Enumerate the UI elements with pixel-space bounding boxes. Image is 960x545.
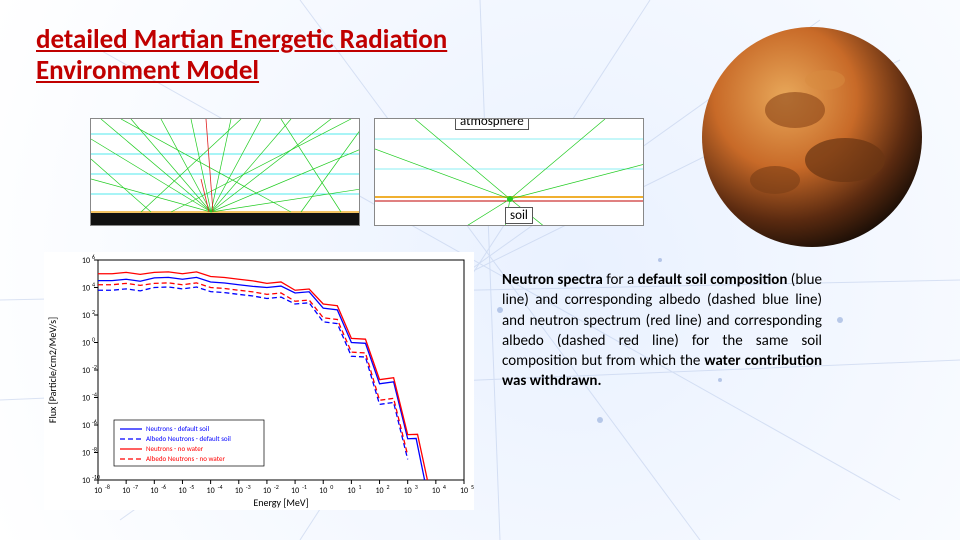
svg-text:10: 10 xyxy=(82,284,90,294)
mars-planet-image xyxy=(695,20,930,255)
svg-text:-6: -6 xyxy=(161,483,166,491)
svg-text:-4: -4 xyxy=(218,483,223,491)
svg-text:10: 10 xyxy=(319,486,327,496)
svg-text:2: 2 xyxy=(387,483,390,491)
svg-text:10: 10 xyxy=(150,486,158,496)
figure-caption: Neutron spectra for a default soil compo… xyxy=(502,270,822,392)
svg-text:10: 10 xyxy=(82,339,90,349)
svg-text:0: 0 xyxy=(92,336,95,344)
svg-text:0: 0 xyxy=(330,483,333,491)
page-title: detailed Martian Energetic Radiation Env… xyxy=(36,24,556,86)
svg-text:-8: -8 xyxy=(105,483,110,491)
svg-text:-5: -5 xyxy=(189,483,194,491)
svg-text:2: 2 xyxy=(92,308,95,316)
simulation-panels: atmosphere soil xyxy=(90,118,644,226)
caption-bold-2: default soil composition xyxy=(638,271,788,289)
soil-label: soil xyxy=(505,207,533,224)
svg-text:Albedo Neutrons - default soil: Albedo Neutrons - default soil xyxy=(146,434,231,443)
svg-text:-2: -2 xyxy=(274,483,279,491)
svg-text:10: 10 xyxy=(432,486,440,496)
svg-text:-1: -1 xyxy=(302,483,307,491)
svg-text:10: 10 xyxy=(82,421,90,431)
caption-t2: for a xyxy=(603,271,638,289)
svg-text:-2: -2 xyxy=(92,363,97,371)
svg-text:10: 10 xyxy=(82,311,90,321)
svg-text:10: 10 xyxy=(460,486,468,496)
svg-text:Neutrons - no water: Neutrons - no water xyxy=(146,444,204,453)
svg-text:Energy [MeV]: Energy [MeV] xyxy=(253,496,308,509)
sim-panel-soil: atmosphere soil xyxy=(374,118,644,226)
svg-text:10: 10 xyxy=(404,486,412,496)
svg-text:-3: -3 xyxy=(246,483,251,491)
svg-text:10: 10 xyxy=(291,486,299,496)
svg-text:10: 10 xyxy=(82,476,90,486)
svg-text:3: 3 xyxy=(415,483,418,491)
svg-text:10: 10 xyxy=(82,366,90,376)
svg-text:-6: -6 xyxy=(92,418,97,426)
svg-text:5: 5 xyxy=(471,483,474,491)
sim-panel-atmosphere xyxy=(90,118,360,226)
svg-text:10: 10 xyxy=(122,486,130,496)
svg-text:10: 10 xyxy=(235,486,243,496)
svg-text:4: 4 xyxy=(443,483,446,491)
svg-text:-8: -8 xyxy=(92,446,97,454)
neutron-spectra-chart: 10-810-710-610-510-410-310-210-110010110… xyxy=(44,252,474,510)
svg-text:10: 10 xyxy=(82,256,90,266)
svg-text:10: 10 xyxy=(178,486,186,496)
particle-tracks-atmosphere xyxy=(91,119,360,226)
svg-text:-4: -4 xyxy=(92,391,97,399)
svg-text:Neutrons - default soil: Neutrons - default soil xyxy=(146,424,209,433)
svg-text:10: 10 xyxy=(82,449,90,459)
svg-text:Albedo Neutrons - no water: Albedo Neutrons - no water xyxy=(146,454,225,463)
svg-text:10: 10 xyxy=(263,486,271,496)
svg-text:10: 10 xyxy=(347,486,355,496)
svg-text:10: 10 xyxy=(82,394,90,404)
svg-text:-10: -10 xyxy=(92,473,100,481)
svg-text:10: 10 xyxy=(207,486,215,496)
svg-text:Flux [Particle/cm2/MeV/s]: Flux [Particle/cm2/MeV/s] xyxy=(46,317,59,423)
svg-text:-7: -7 xyxy=(133,483,138,491)
caption-bold-1: Neutron spectra xyxy=(502,271,603,289)
svg-text:10: 10 xyxy=(94,486,102,496)
svg-text:10: 10 xyxy=(375,486,383,496)
svg-text:6: 6 xyxy=(92,253,95,261)
svg-text:4: 4 xyxy=(92,281,95,289)
atmosphere-label: atmosphere xyxy=(455,118,529,130)
svg-text:1: 1 xyxy=(358,483,361,491)
